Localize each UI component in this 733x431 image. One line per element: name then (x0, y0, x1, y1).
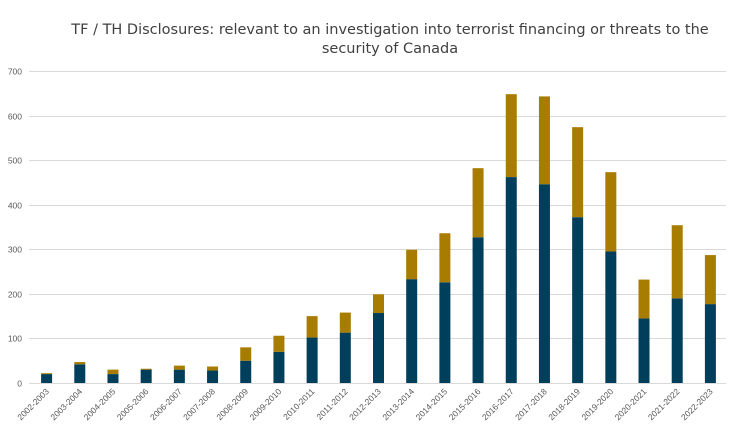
bar-series-1 (339, 332, 351, 383)
x-tick-label: 2022-2023 (679, 386, 715, 422)
x-tick-label: 2009-2010 (248, 386, 284, 422)
bar-series-1 (704, 304, 716, 383)
x-tick-label: 2010-2011 (281, 386, 317, 422)
bar-series-1 (406, 279, 418, 383)
bar-series-1 (74, 364, 86, 383)
bar-series-2 (638, 279, 650, 319)
bar-series-2 (339, 312, 351, 333)
bar-series-1 (605, 251, 617, 383)
chart-title: TF / TH Disclosures: relevant to an inve… (71, 22, 709, 57)
bar-series-2 (74, 362, 86, 365)
x-tick-label: 2011-2012 (314, 386, 350, 422)
y-tick-label: 700 (8, 67, 22, 77)
bar-series-2 (240, 347, 252, 361)
x-tick-label: 2015-2016 (447, 386, 483, 422)
bar-series-2 (671, 225, 683, 299)
bar-series-1 (207, 370, 219, 383)
x-tick-label: 2016-2017 (480, 386, 516, 422)
bar-series-2 (505, 94, 517, 178)
bar-series-2 (107, 369, 119, 375)
x-tick-label: 2019-2020 (579, 386, 615, 422)
bar-series-1 (273, 351, 285, 383)
bar-series-1 (140, 369, 152, 383)
bar-series-2 (704, 255, 716, 305)
bar-series-1 (572, 217, 584, 383)
x-tick-label: 2007-2008 (181, 386, 217, 422)
x-tick-label: 2006-2007 (148, 386, 184, 422)
x-tick-label: 2002-2003 (15, 386, 51, 422)
x-tick-label: 2003-2004 (48, 386, 84, 422)
bar-series-2 (406, 249, 418, 280)
bar-series-2 (306, 316, 318, 338)
bar-series-1 (538, 184, 550, 383)
bar-series-1 (638, 318, 650, 383)
bar-series-1 (472, 237, 484, 383)
y-tick-label: 400 (8, 201, 22, 211)
bar-series-2 (472, 168, 484, 238)
x-tick-label: 2018-2019 (546, 386, 582, 422)
bar-series-2 (373, 294, 384, 314)
bar-series-1 (306, 337, 318, 383)
bar-series-2 (140, 368, 152, 370)
bars (41, 94, 716, 383)
bar-series-2 (273, 335, 285, 352)
bar-series-2 (41, 373, 53, 375)
bar-series-2 (173, 365, 185, 370)
x-tick-label: 2004-2005 (82, 386, 118, 422)
x-tick-label: 2012-2013 (347, 386, 383, 422)
y-tick-label: 0 (17, 379, 22, 389)
bar-series-1 (373, 313, 384, 383)
y-tick-label: 300 (8, 245, 22, 255)
bar-series-1 (505, 177, 517, 383)
y-tick-label: 600 (8, 112, 22, 122)
bar-series-1 (107, 374, 119, 383)
x-tick-label: 2014-2015 (413, 386, 449, 422)
x-tick-label: 2008-2009 (214, 386, 250, 422)
bar-series-1 (439, 282, 451, 383)
x-tick-label: 2017-2018 (513, 386, 549, 422)
bar-series-2 (207, 366, 219, 371)
bar-series-1 (671, 298, 683, 383)
y-axis-ticks: 0 100 200 300 400 500 600 700 (8, 67, 22, 389)
bar-series-2 (572, 127, 584, 218)
bar-series-2 (538, 96, 550, 185)
x-tick-label: 2021-2022 (646, 386, 682, 422)
x-axis-ticks: 2002-20032003-20042004-20052005-20062006… (15, 386, 715, 422)
bar-series-1 (240, 360, 252, 383)
y-tick-label: 100 (8, 334, 22, 344)
bar-series-2 (439, 233, 451, 283)
bar-series-2 (605, 172, 617, 252)
x-tick-label: 2020-2021 (613, 386, 649, 422)
bar-series-1 (173, 369, 185, 383)
y-tick-label: 500 (8, 156, 22, 166)
x-tick-label: 2005-2006 (115, 386, 151, 422)
y-tick-label: 200 (8, 290, 22, 300)
x-tick-label: 2013-2014 (380, 386, 416, 422)
bar-series-1 (41, 374, 53, 383)
